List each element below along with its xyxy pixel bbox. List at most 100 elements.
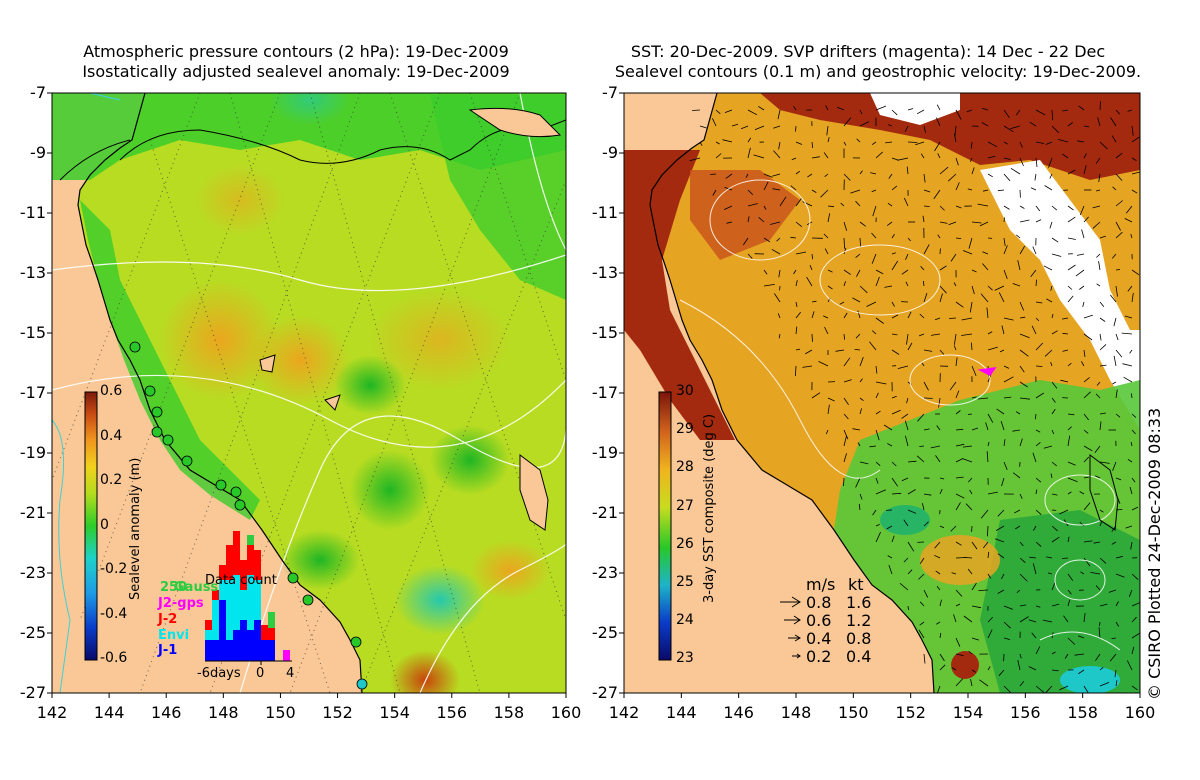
velocity-arrow <box>875 317 884 324</box>
velocity-arrow <box>1112 186 1117 191</box>
velocity-arrow <box>875 489 886 495</box>
right-svp-drifter-track <box>977 367 997 376</box>
left-coastline <box>77 93 363 693</box>
velocity-arrow <box>859 357 864 367</box>
velocity-arrow <box>1003 245 1008 255</box>
velocity-arrow <box>1031 632 1037 639</box>
velocity-arrow <box>1029 121 1037 127</box>
velocity-arrow <box>1046 298 1053 303</box>
velocity-arrow <box>1131 125 1134 136</box>
velocity-arrow <box>1131 157 1137 161</box>
velocity-arrow <box>770 221 781 225</box>
velocity-arrow <box>906 397 909 404</box>
right-sst-warm-eddy <box>920 535 1000 585</box>
velocity-arrow <box>1074 653 1085 656</box>
velocity-arrow <box>1082 301 1085 308</box>
velocity-arrow <box>869 341 877 351</box>
velocity-arrow <box>1003 269 1008 280</box>
velocity-arrow <box>1035 342 1044 351</box>
left-anomaly-green-1 <box>334 355 406 415</box>
velocity-arrow <box>1130 441 1133 447</box>
velocity-arrow <box>1016 234 1021 239</box>
velocity-arrow <box>939 632 942 639</box>
right-colorbar <box>658 391 672 661</box>
lon-tick-label: 150 <box>265 703 296 722</box>
velocity-arrow <box>1067 169 1076 175</box>
velocity-arrow <box>1083 502 1091 511</box>
velocity-arrow <box>811 311 815 319</box>
velocity-arrow <box>1003 217 1005 223</box>
velocity-arrow <box>1067 285 1073 290</box>
velocity-arrow <box>883 424 893 431</box>
velocity-arrow <box>1051 408 1056 415</box>
velocity-arrow <box>1001 477 1005 487</box>
velocity-arrow <box>1099 521 1103 527</box>
lon-tick-label: 142 <box>608 703 640 722</box>
velocity-arrow <box>961 458 973 463</box>
velocity-arrow <box>947 173 957 182</box>
velocity-arrow <box>1003 141 1009 145</box>
velocity-arrow <box>934 141 941 152</box>
velocity-arrow <box>923 173 926 183</box>
lat-tick-label: -21 <box>591 503 618 522</box>
velocity-arrow <box>936 117 941 127</box>
velocity-arrow <box>763 205 767 210</box>
velocity-arrow <box>835 349 845 352</box>
velocity-arrow <box>953 282 957 287</box>
right-coastline <box>649 93 935 693</box>
velocity-arrow <box>971 342 973 351</box>
velocity-arrow <box>1076 253 1085 256</box>
velocity-arrow <box>859 121 870 127</box>
velocity-arrow <box>855 477 861 488</box>
velocity-arrow <box>950 253 957 262</box>
velocity-arrow <box>970 141 973 149</box>
velocity-arrow <box>843 357 851 367</box>
velocity-arrow <box>777 313 781 319</box>
velocity-arrow <box>1115 349 1123 358</box>
velocity-arrow <box>1099 421 1102 431</box>
velocity-arrow <box>1034 173 1037 181</box>
velocity-arrow <box>811 156 820 159</box>
velocity-arrow <box>1131 269 1140 276</box>
velocity-arrow <box>875 461 881 467</box>
velocity-arrow <box>979 221 989 227</box>
velocity-arrow <box>930 333 941 336</box>
left-colorbar-tick: 0.2 <box>100 472 123 488</box>
velocity-arrow <box>980 509 989 519</box>
velocity-arrow <box>1062 317 1069 320</box>
velocity-arrow <box>825 105 829 111</box>
velocity-arrow <box>1081 229 1085 239</box>
velocity-arrow <box>1083 540 1093 543</box>
velocity-arrow <box>1051 125 1060 134</box>
left-colorbar-tick: 0.4 <box>100 428 123 444</box>
velocity-arrow <box>969 489 973 495</box>
velocity-arrow <box>1035 441 1041 447</box>
velocity-arrow <box>1051 253 1062 257</box>
velocity-arrow <box>1050 361 1053 367</box>
velocity-arrow <box>859 397 864 402</box>
lat-tick-label: -15 <box>591 323 618 342</box>
velocity-arrow <box>978 589 989 591</box>
velocity-arrow <box>934 317 941 321</box>
right-sst-cyan-patch <box>1060 666 1120 693</box>
velocity-arrow <box>1110 294 1117 303</box>
velocity-arrow <box>1083 165 1087 175</box>
velocity-arrow <box>811 253 814 260</box>
velocity-arrow <box>1032 452 1037 463</box>
velocity-arrow <box>1094 445 1101 454</box>
lon-tick-label: 158 <box>493 703 525 722</box>
lon-tick-label: 152 <box>895 703 926 722</box>
velocity-arrow <box>1062 153 1069 159</box>
velocity-arrow <box>1050 285 1053 291</box>
lat-tick-label: -25 <box>19 623 46 642</box>
velocity-arrow <box>888 564 893 575</box>
left-anomaly-green-4 <box>280 530 360 590</box>
velocity-arrow <box>923 125 926 133</box>
velocity-arrow <box>1003 637 1011 640</box>
velocity-arrow <box>904 420 909 431</box>
velocity-arrow <box>1083 685 1089 693</box>
velocity-arrow <box>1003 685 1012 693</box>
velocity-arrow <box>907 569 913 575</box>
velocity-arrow <box>843 173 851 181</box>
velocity-arrow <box>1067 426 1072 431</box>
